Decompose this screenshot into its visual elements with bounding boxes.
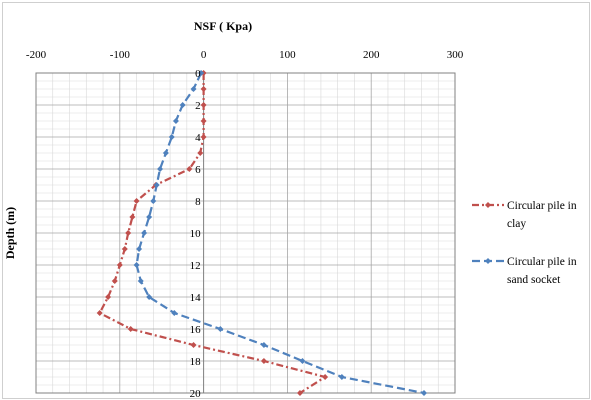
data-point xyxy=(137,278,144,284)
legend-marker xyxy=(485,258,491,264)
data-point xyxy=(116,262,123,268)
data-point xyxy=(141,230,148,236)
data-point xyxy=(322,374,329,380)
y-tick-label: 0 xyxy=(195,68,201,80)
data-point xyxy=(260,358,267,364)
y-tick-label: 14 xyxy=(190,292,202,304)
data-point xyxy=(133,262,140,268)
data-point xyxy=(136,246,143,252)
data-point xyxy=(200,102,207,108)
x-axis-title: NSF ( Kpa) xyxy=(194,19,252,33)
data-point xyxy=(260,342,267,348)
legend-label: clay xyxy=(507,218,526,230)
y-tick-labels: 0 2 4 6 8 10 12 14 16 18 20 xyxy=(190,68,202,400)
plot-area-border xyxy=(35,72,456,394)
data-point xyxy=(150,198,157,204)
x-tick-label: 200 xyxy=(363,49,380,61)
y-tick-label: 20 xyxy=(190,388,202,400)
data-point xyxy=(133,198,140,204)
legend: Circular pile in clay Circular pile in sand… xyxy=(472,200,577,286)
data-point xyxy=(197,150,204,156)
data-point xyxy=(125,230,132,236)
data-point xyxy=(190,86,197,92)
legend-label: Circular pile in xyxy=(507,256,577,268)
data-point xyxy=(420,390,427,396)
data-point xyxy=(171,310,178,316)
data-point xyxy=(299,358,306,364)
x-tick-label: 100 xyxy=(279,49,296,61)
x-tick-labels: -200 -100 0 100 200 300 xyxy=(26,49,464,61)
x-tick-label: -100 xyxy=(110,49,131,61)
data-point xyxy=(127,326,134,332)
data-point xyxy=(296,390,303,396)
x-tick-label: 300 xyxy=(447,49,464,61)
y-tick-label: 18 xyxy=(190,356,202,368)
y-tick-label: 8 xyxy=(195,196,201,208)
data-point xyxy=(162,150,169,156)
data-point xyxy=(96,310,103,316)
data-point xyxy=(121,246,128,252)
data-point xyxy=(105,294,112,300)
y-axis-title: Depth (m) xyxy=(3,207,17,259)
data-point xyxy=(157,166,164,172)
data-point xyxy=(200,86,207,92)
data-point xyxy=(190,342,197,348)
data-point xyxy=(168,134,175,140)
legend-marker xyxy=(485,202,491,208)
y-tick-label: 6 xyxy=(195,164,201,176)
data-point xyxy=(172,118,179,124)
legend-entry-1: Circular pile in clay xyxy=(472,200,577,230)
legend-label: Circular pile in xyxy=(507,200,577,212)
series-layer xyxy=(96,70,427,396)
data-point xyxy=(146,214,153,220)
data-point xyxy=(129,214,136,220)
legend-entry-2: Circular pile in sand socket xyxy=(472,256,577,286)
y-tick-label: 10 xyxy=(190,228,202,240)
series-2 xyxy=(133,70,427,396)
data-point xyxy=(217,326,224,332)
legend-label: sand socket xyxy=(507,274,561,286)
data-point xyxy=(200,134,207,140)
data-point xyxy=(179,102,186,108)
data-point xyxy=(186,166,193,172)
series-1 xyxy=(96,70,329,396)
y-tick-label: 12 xyxy=(190,260,201,272)
y-tick-label: 4 xyxy=(195,132,201,144)
x-tick-label: 0 xyxy=(201,49,207,61)
x-tick-label: -200 xyxy=(26,49,47,61)
y-tick-label: 16 xyxy=(190,324,202,336)
data-point xyxy=(338,374,345,380)
y-tick-label: 2 xyxy=(195,100,201,112)
data-point xyxy=(153,182,160,188)
data-point xyxy=(200,118,207,124)
major-gridlines xyxy=(36,73,455,393)
data-point xyxy=(146,294,153,300)
data-point xyxy=(111,278,118,284)
data-point xyxy=(198,70,205,76)
